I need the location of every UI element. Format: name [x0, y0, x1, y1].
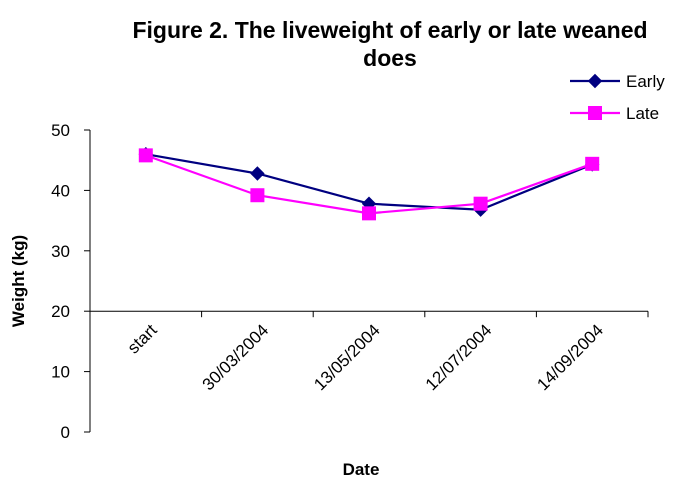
series-layer [138, 146, 600, 221]
y-tick-label-20: 20 [51, 302, 70, 321]
series-late [138, 148, 600, 221]
data-point-late-1 [138, 148, 153, 163]
y-axis-ticks: 0 10 20 30 40 50 [51, 121, 90, 442]
chart-title-line-1: Figure 2. The liveweight of early or lat… [132, 17, 647, 43]
x-tick-label-12-07-2004: 12/07/2004 [422, 321, 496, 395]
x-axis: start 30/03/2004 13/05/2004 12/07/2004 14/09… [89, 310, 649, 395]
y-tick-label-50: 50 [51, 121, 70, 140]
y-tick-label-0: 0 [61, 423, 70, 442]
x-tick-label-start: start [124, 320, 161, 357]
data-point-late-5 [585, 156, 600, 171]
legend-marker-early [587, 73, 603, 89]
y-tick-label-10: 10 [51, 363, 70, 382]
series-early [138, 146, 600, 217]
y-tick-label-30: 30 [51, 242, 70, 261]
y-axis-title: Weight (kg) [9, 235, 28, 327]
x-tick-label-14-09-2004: 14/09/2004 [533, 321, 607, 395]
legend-label-late: Late [626, 104, 659, 123]
x-axis-title: Date [343, 460, 380, 479]
data-point-late-3 [362, 206, 376, 221]
data-point-late-4 [473, 196, 488, 211]
legend: Early Late [570, 72, 665, 123]
y-tick-label-40: 40 [51, 181, 70, 200]
legend-item-early: Early [570, 72, 665, 91]
legend-item-late: Late [570, 104, 659, 123]
x-tick-label-13-05-2004: 13/05/2004 [310, 321, 384, 395]
data-point-late-2 [250, 188, 265, 203]
legend-label-early: Early [626, 72, 665, 91]
data-point-early-2 [250, 166, 265, 181]
chart-title-line-2: does [363, 45, 417, 71]
legend-marker-late [588, 106, 602, 120]
x-tick-label-30-03-2004: 30/03/2004 [199, 321, 273, 395]
